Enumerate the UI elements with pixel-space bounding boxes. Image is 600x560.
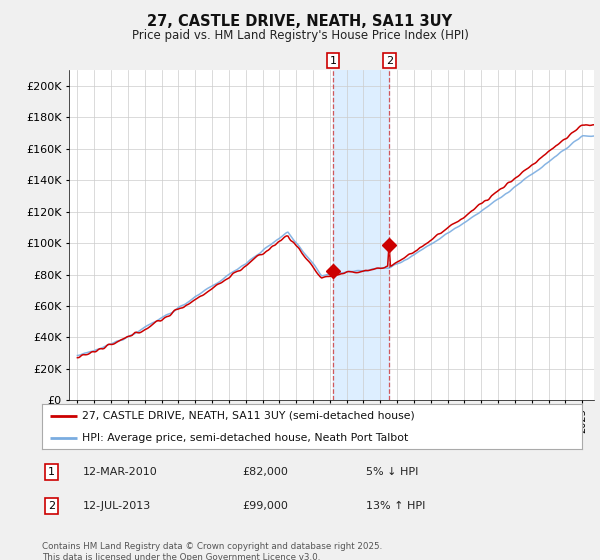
Text: 13% ↑ HPI: 13% ↑ HPI — [366, 501, 425, 511]
Text: £82,000: £82,000 — [242, 468, 287, 477]
Text: 1: 1 — [329, 55, 337, 66]
Text: Price paid vs. HM Land Registry's House Price Index (HPI): Price paid vs. HM Land Registry's House … — [131, 29, 469, 42]
Text: Contains HM Land Registry data © Crown copyright and database right 2025.
This d: Contains HM Land Registry data © Crown c… — [42, 542, 382, 560]
Bar — [333, 70, 389, 400]
Text: £99,000: £99,000 — [242, 501, 287, 511]
Text: 2: 2 — [386, 55, 393, 66]
Text: 12-JUL-2013: 12-JUL-2013 — [83, 501, 151, 511]
Text: 12-MAR-2010: 12-MAR-2010 — [83, 468, 157, 477]
Text: 5% ↓ HPI: 5% ↓ HPI — [366, 468, 418, 477]
Text: HPI: Average price, semi-detached house, Neath Port Talbot: HPI: Average price, semi-detached house,… — [83, 433, 409, 443]
Text: 27, CASTLE DRIVE, NEATH, SA11 3UY: 27, CASTLE DRIVE, NEATH, SA11 3UY — [148, 14, 452, 29]
Text: 27, CASTLE DRIVE, NEATH, SA11 3UY (semi-detached house): 27, CASTLE DRIVE, NEATH, SA11 3UY (semi-… — [83, 410, 415, 421]
Text: 2: 2 — [48, 501, 55, 511]
Text: 1: 1 — [48, 468, 55, 477]
